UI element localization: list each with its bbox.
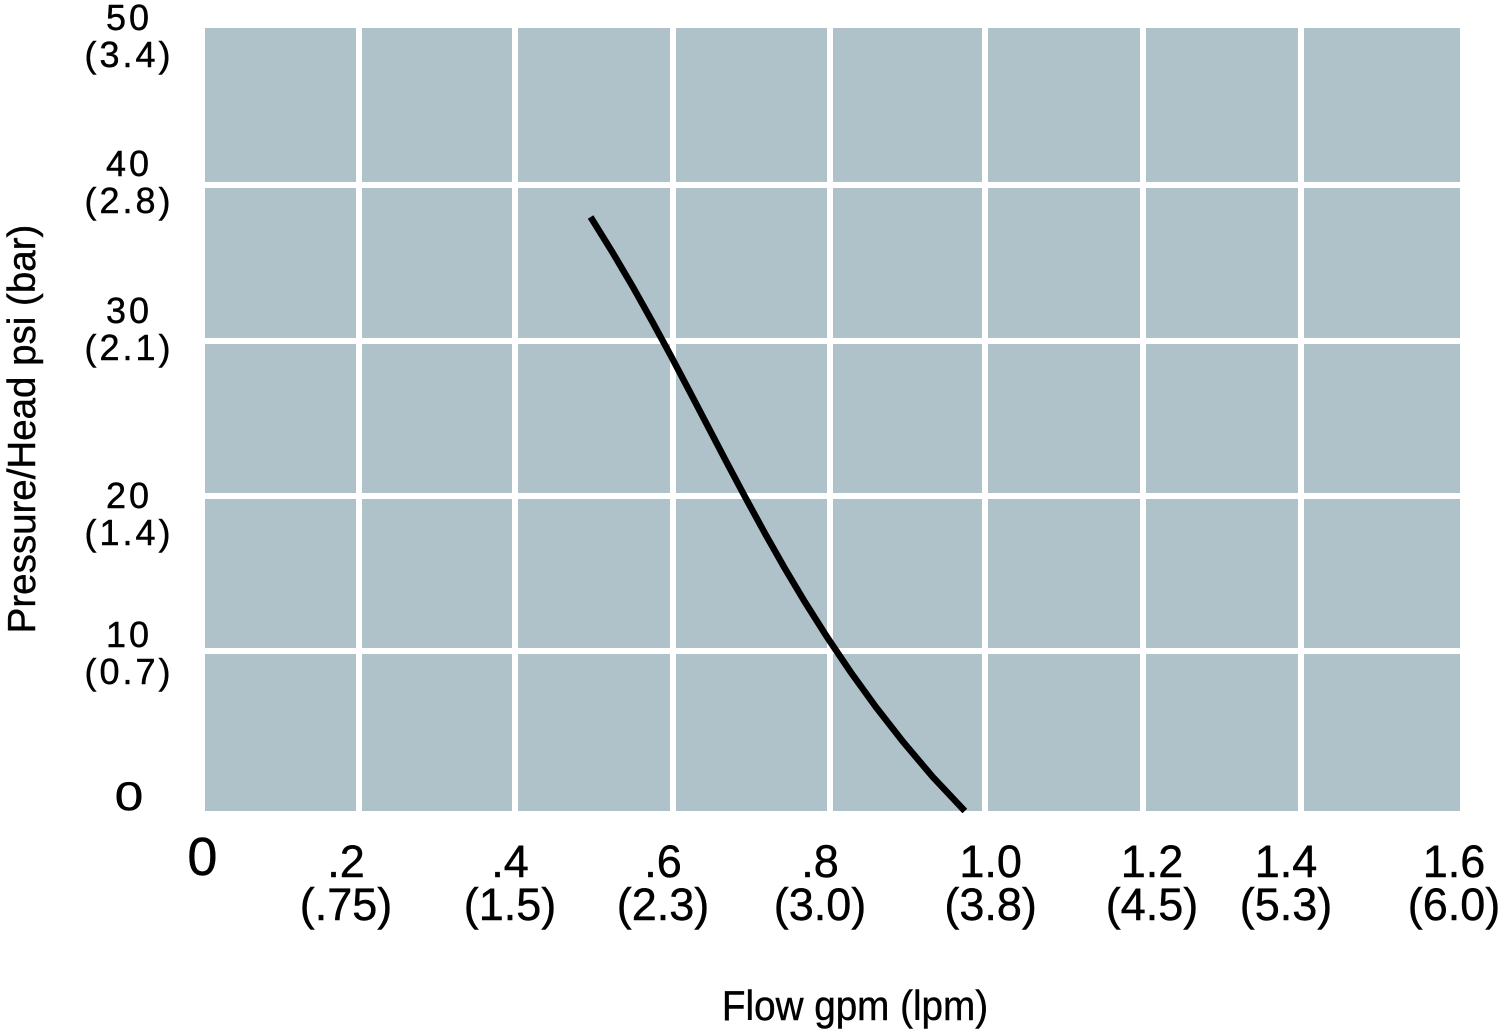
svg-text:Pressure/Head psi (bar): Pressure/Head psi (bar) — [1, 225, 44, 634]
